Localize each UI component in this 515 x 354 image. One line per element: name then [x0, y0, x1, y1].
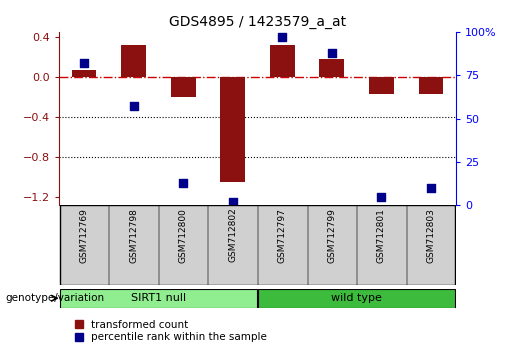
Bar	[270, 45, 295, 77]
Bar	[369, 77, 394, 94]
Point	[179, 180, 187, 185]
Text: genotype/variation: genotype/variation	[5, 293, 104, 303]
Point	[229, 199, 237, 205]
FancyBboxPatch shape	[407, 205, 455, 285]
Text: GSM712798: GSM712798	[129, 208, 138, 263]
Point	[278, 34, 286, 40]
FancyBboxPatch shape	[60, 205, 108, 285]
Point	[427, 185, 435, 191]
Text: GSM712799: GSM712799	[328, 208, 336, 263]
FancyBboxPatch shape	[357, 205, 406, 285]
FancyBboxPatch shape	[109, 205, 158, 285]
FancyBboxPatch shape	[209, 205, 257, 285]
Text: GSM712797: GSM712797	[278, 208, 287, 263]
Bar	[72, 70, 96, 77]
Point	[377, 194, 386, 200]
FancyBboxPatch shape	[307, 205, 356, 285]
Text: GSM712803: GSM712803	[426, 208, 436, 263]
Bar	[419, 77, 443, 94]
Legend: transformed count, percentile rank within the sample: transformed count, percentile rank withi…	[75, 320, 267, 342]
Bar	[121, 45, 146, 77]
FancyBboxPatch shape	[258, 205, 306, 285]
Bar	[220, 77, 245, 182]
Text: GSM712801: GSM712801	[377, 208, 386, 263]
Point	[328, 50, 336, 56]
Point	[129, 104, 138, 109]
Text: SIRT1 null: SIRT1 null	[131, 293, 186, 303]
FancyBboxPatch shape	[258, 289, 455, 308]
Text: GSM712769: GSM712769	[79, 208, 89, 263]
Title: GDS4895 / 1423579_a_at: GDS4895 / 1423579_a_at	[169, 16, 346, 29]
FancyBboxPatch shape	[159, 205, 208, 285]
Bar	[319, 59, 344, 77]
FancyBboxPatch shape	[60, 289, 257, 308]
Bar	[171, 77, 196, 97]
Text: GSM712802: GSM712802	[228, 208, 237, 262]
Text: wild type: wild type	[331, 293, 382, 303]
Point	[80, 60, 88, 66]
Text: GSM712800: GSM712800	[179, 208, 187, 263]
